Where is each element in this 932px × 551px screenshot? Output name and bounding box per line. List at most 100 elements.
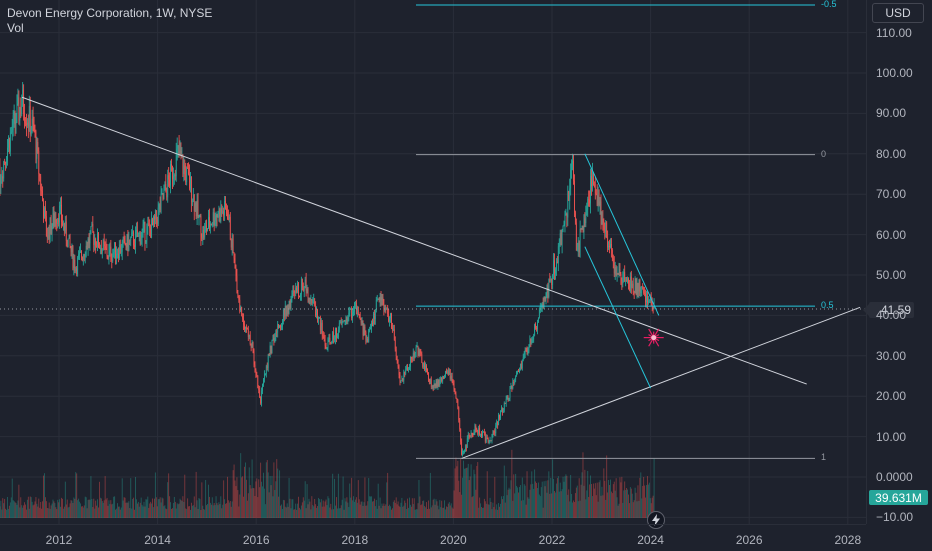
volume-bar <box>476 466 477 518</box>
candle-body <box>245 327 246 329</box>
candle-body <box>165 184 166 189</box>
volume-bar <box>138 502 139 518</box>
volume-bar <box>447 507 448 518</box>
candle-body <box>627 279 628 282</box>
volume-bar <box>266 462 267 518</box>
candle-body <box>653 307 654 309</box>
volume-bar <box>419 480 420 518</box>
volume-bar <box>256 478 257 518</box>
volume-bar <box>281 505 282 518</box>
candle-body <box>34 124 35 131</box>
volume-bar <box>72 503 73 518</box>
candle-body <box>325 339 326 345</box>
candle-body <box>636 278 637 294</box>
volume-bar <box>218 502 219 518</box>
candle-body <box>601 201 602 224</box>
candle-body <box>178 145 179 148</box>
currency-button[interactable]: USD <box>872 3 924 23</box>
candle-body <box>103 240 104 249</box>
candle-body <box>603 223 604 230</box>
volume-bar <box>642 486 643 518</box>
volume-bar <box>296 510 297 518</box>
candle-body <box>500 411 501 418</box>
volume-bar <box>459 492 460 518</box>
volume-bar <box>494 477 495 518</box>
price-chart[interactable] <box>0 0 866 524</box>
candle-body <box>429 379 430 384</box>
candle-body <box>634 293 635 294</box>
candle-body <box>574 181 575 213</box>
candle-body <box>113 252 114 254</box>
volume-bar <box>457 461 458 518</box>
volume-bar <box>518 492 519 518</box>
price-axis-label: 110.00 <box>876 26 912 40</box>
candle-body <box>625 281 626 282</box>
volume-bar <box>45 497 46 518</box>
volume-bar <box>474 474 475 518</box>
volume-bar <box>35 501 36 518</box>
volume-bar <box>79 502 80 518</box>
volume-bar <box>623 490 624 518</box>
volume-bar <box>439 500 440 518</box>
candle-body <box>376 300 377 309</box>
candle-body <box>198 201 199 217</box>
volume-bar <box>415 510 416 518</box>
candle-body <box>174 175 175 176</box>
volume-bar <box>213 505 214 518</box>
candle-body <box>147 223 148 226</box>
candle-body <box>304 286 305 291</box>
candle-body <box>352 313 353 318</box>
volume-bar <box>647 476 648 518</box>
candle-body <box>617 273 618 275</box>
volume-bar <box>181 501 182 518</box>
candle-body <box>205 226 206 227</box>
candle-body <box>382 297 383 300</box>
volume-bar <box>477 462 478 518</box>
candle-body <box>380 297 381 300</box>
volume-bar <box>117 503 118 518</box>
volume-bar <box>523 500 524 518</box>
volume-bar <box>204 510 205 518</box>
volume-bar <box>108 506 109 518</box>
volume-bar <box>93 499 94 518</box>
volume-bar <box>159 499 160 518</box>
candle-body <box>581 229 582 230</box>
candle-body <box>360 314 361 318</box>
volume-bar <box>546 481 547 518</box>
candle-body <box>550 279 551 281</box>
candle-body <box>241 307 242 316</box>
candle-body <box>202 230 203 239</box>
candle-body <box>303 287 304 290</box>
candle-body <box>157 219 158 224</box>
candle-body <box>170 164 171 186</box>
volume-bar <box>433 500 434 518</box>
volume-bar <box>493 507 494 518</box>
volume-bar <box>1 509 2 518</box>
chart-area[interactable]: Devon Energy Corporation, 1W, NYSE Vol -… <box>0 0 866 524</box>
candle-body <box>551 279 552 285</box>
volume-bar <box>331 509 332 518</box>
volume-bar <box>324 507 325 518</box>
volume-bar <box>14 501 15 518</box>
candle-body <box>589 200 590 204</box>
candle-body <box>88 239 89 249</box>
volume-bar <box>142 505 143 518</box>
candle-body <box>237 276 238 293</box>
volume-bar <box>327 496 328 518</box>
price-axis-label: 50.00 <box>876 268 906 282</box>
candle-body <box>51 218 52 234</box>
candle-body <box>606 222 607 237</box>
candle-body <box>417 346 418 347</box>
candle-body <box>485 433 486 441</box>
volume-bar <box>336 497 337 518</box>
volume-bar <box>132 499 133 518</box>
candle-body <box>381 297 382 300</box>
volume-bar <box>102 501 103 518</box>
volume-bar <box>282 509 283 518</box>
volume-bar <box>400 507 401 518</box>
candle-body <box>387 308 388 314</box>
candle-body <box>586 210 587 215</box>
candle-body <box>123 237 124 242</box>
volume-bar <box>92 507 93 518</box>
